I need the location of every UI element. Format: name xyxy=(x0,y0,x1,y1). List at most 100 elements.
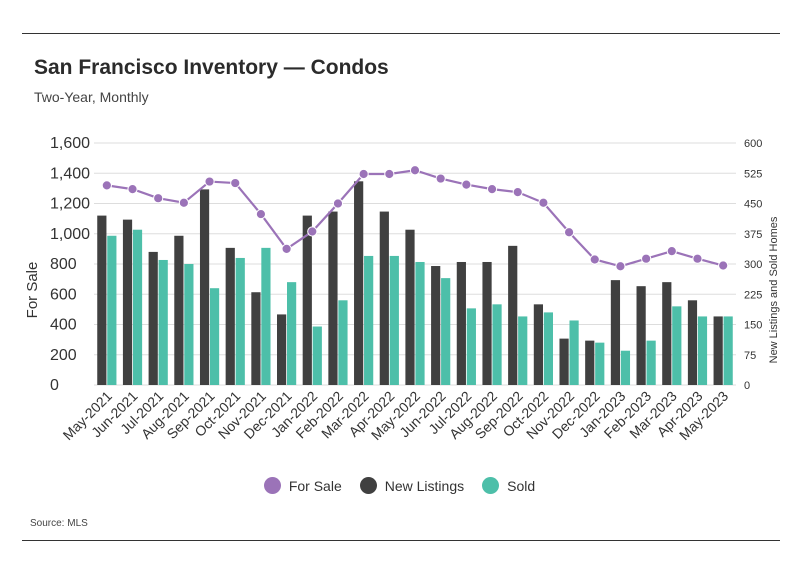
legend-label-new-listings: New Listings xyxy=(384,477,465,494)
point-for-sale xyxy=(307,226,318,237)
top-rule xyxy=(22,33,780,34)
bar-new-listings xyxy=(148,251,158,385)
bar-new-listings xyxy=(328,211,338,385)
point-for-sale xyxy=(718,260,729,271)
chart-subtitle: Two-Year, Monthly xyxy=(34,89,149,105)
bar-sold xyxy=(235,257,245,385)
y-tick-label-right: 600 xyxy=(744,138,762,150)
y-tick-label-right: 150 xyxy=(744,320,762,332)
point-for-sale xyxy=(332,198,344,209)
legend-item-sold[interactable]: Sold xyxy=(482,477,535,494)
bar-sold xyxy=(107,235,117,385)
bar-new-listings xyxy=(559,338,569,385)
new-listings-swatch-icon xyxy=(359,477,377,494)
point-for-sale xyxy=(127,184,138,195)
bar-new-listings xyxy=(636,286,646,385)
bar-sold xyxy=(569,320,579,385)
y-tick-label-right: 375 xyxy=(744,229,762,241)
y-tick-label-right: 225 xyxy=(744,289,762,301)
bar-sold xyxy=(672,306,682,385)
bar-sold xyxy=(338,300,348,385)
bar-sold xyxy=(518,316,528,385)
bar-new-listings xyxy=(174,235,184,385)
point-for-sale xyxy=(435,173,446,184)
point-for-sale xyxy=(538,197,549,208)
sold-swatch-icon xyxy=(482,477,500,494)
bar-new-listings xyxy=(431,266,441,385)
bar-sold xyxy=(697,316,708,385)
bar-sold xyxy=(441,278,451,385)
bar-sold xyxy=(646,340,656,385)
bar-sold xyxy=(287,282,297,385)
y-tick-label-right: 75 xyxy=(744,350,756,362)
y-tick-label-right: 0 xyxy=(744,380,750,392)
bar-sold xyxy=(415,261,425,385)
bar-new-listings xyxy=(199,189,210,385)
y-tick-label-left: 1,000 xyxy=(50,226,90,243)
bar-new-listings xyxy=(456,261,466,385)
bar-sold xyxy=(543,312,553,385)
bar-sold xyxy=(158,259,168,385)
point-for-sale xyxy=(461,179,472,190)
bar-new-listings xyxy=(251,292,261,385)
point-for-sale xyxy=(589,254,600,265)
bar-new-listings xyxy=(379,211,389,385)
for-sale-swatch-icon xyxy=(263,477,281,494)
y-tick-label-left: 200 xyxy=(50,347,77,364)
bar-new-listings xyxy=(354,181,364,385)
y-tick-label-right: 525 xyxy=(744,168,762,180)
bar-sold xyxy=(184,264,194,385)
bar-new-listings xyxy=(533,304,543,385)
bar-new-listings xyxy=(687,300,698,385)
bar-new-listings xyxy=(585,340,595,385)
bar-sold xyxy=(389,255,399,385)
point-for-sale xyxy=(641,253,652,264)
point-for-sale xyxy=(692,253,703,264)
bar-new-listings xyxy=(122,219,133,385)
point-for-sale xyxy=(204,176,215,187)
point-for-sale xyxy=(101,180,112,191)
y-tick-label-left: 1,600 xyxy=(50,135,90,152)
y-axis-title-left: For Sale xyxy=(24,262,41,319)
legend-item-for-sale[interactable]: For Sale xyxy=(263,477,342,494)
point-for-sale xyxy=(255,208,267,220)
bar-new-listings xyxy=(97,215,107,385)
bottom-rule xyxy=(22,540,780,541)
bar-new-listings xyxy=(482,261,492,385)
bar-sold xyxy=(132,229,143,385)
bar-sold xyxy=(492,304,502,385)
y-tick-label-left: 400 xyxy=(50,317,77,334)
point-for-sale xyxy=(409,165,421,176)
chart-title: San Francisco Inventory — Condos xyxy=(34,56,389,79)
bar-new-listings xyxy=(662,282,672,385)
bar-new-listings xyxy=(713,316,723,385)
legend-label-for-sale: For Sale xyxy=(288,477,342,494)
bar-new-listings xyxy=(610,280,621,385)
y-tick-label-left: 800 xyxy=(50,256,77,273)
legend: For Sale New Listings Sold xyxy=(0,477,799,494)
y-tick-label-left: 600 xyxy=(50,286,77,303)
y-tick-label-left: 0 xyxy=(50,377,59,394)
bar-sold xyxy=(364,255,374,385)
point-for-sale xyxy=(281,243,292,254)
point-for-sale xyxy=(384,168,395,180)
legend-item-new-listings[interactable]: New Listings xyxy=(359,477,465,494)
bar-new-listings xyxy=(508,245,518,385)
y-tick-label-left: 1,400 xyxy=(50,165,90,182)
point-for-sale xyxy=(512,187,523,198)
bar-sold xyxy=(261,247,271,385)
bar-sold xyxy=(312,326,322,385)
point-for-sale xyxy=(153,193,164,204)
line-for-sale xyxy=(106,169,724,268)
y-axis-title-right: New Listings and Sold Homes xyxy=(768,216,780,363)
bar-new-listings xyxy=(302,215,312,385)
bar-sold xyxy=(595,342,605,385)
legend-label-sold: Sold xyxy=(507,477,536,494)
bar-new-listings xyxy=(405,229,415,385)
point-for-sale xyxy=(615,261,626,272)
point-for-sale xyxy=(666,246,677,257)
point-for-sale xyxy=(358,168,369,180)
bar-sold xyxy=(209,288,220,385)
point-for-sale xyxy=(563,227,575,238)
